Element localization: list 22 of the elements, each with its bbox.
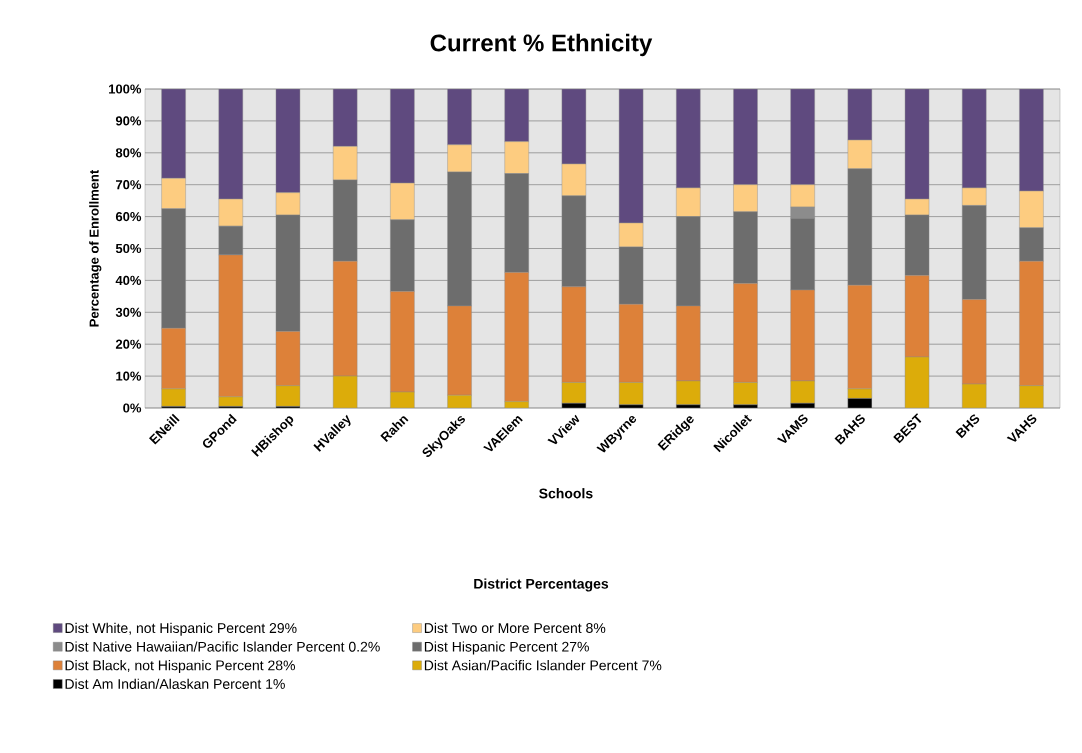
legend-label: Dist White, not Hispanic Percent 29% — [65, 622, 297, 636]
legend-label: Dist Native Hawaiian/Pacific Islander Percent 0.2% — [65, 641, 380, 652]
legend-label: Dist Black, not Hispanic Percent 28% — [65, 660, 296, 674]
y-tick-label: 0% — [123, 403, 142, 413]
y-tick-label: 20% — [115, 339, 142, 349]
y-tick-label: 10% — [116, 371, 142, 381]
legend-label: Dist Asian/Pacific Islander Percent 7% — [424, 660, 662, 671]
legend-label: Dist Am Indian/Alaskan Percent 1% — [65, 678, 285, 689]
y-tick-label: 80% — [115, 148, 142, 158]
y-tick-label: 50% — [115, 243, 142, 254]
y-tick-label: 90% — [115, 116, 142, 126]
legend-title: District Percentages — [474, 578, 609, 592]
y-tick-label: 70% — [116, 180, 142, 190]
x-axis-title: Schools — [539, 488, 593, 499]
y-axis-title: Percentage of Enrollment — [89, 169, 102, 327]
legend-label: Dist Hispanic Percent 27% — [424, 641, 589, 655]
y-tick-label: 100% — [109, 84, 142, 94]
legend-label: Dist Two or More Percent 8% — [424, 622, 606, 634]
y-tick-label: 60% — [115, 211, 142, 222]
chart-title: Current % Ethnicity — [430, 33, 653, 57]
y-tick-label: 40% — [115, 275, 142, 285]
y-tick-label: 30% — [115, 307, 142, 317]
